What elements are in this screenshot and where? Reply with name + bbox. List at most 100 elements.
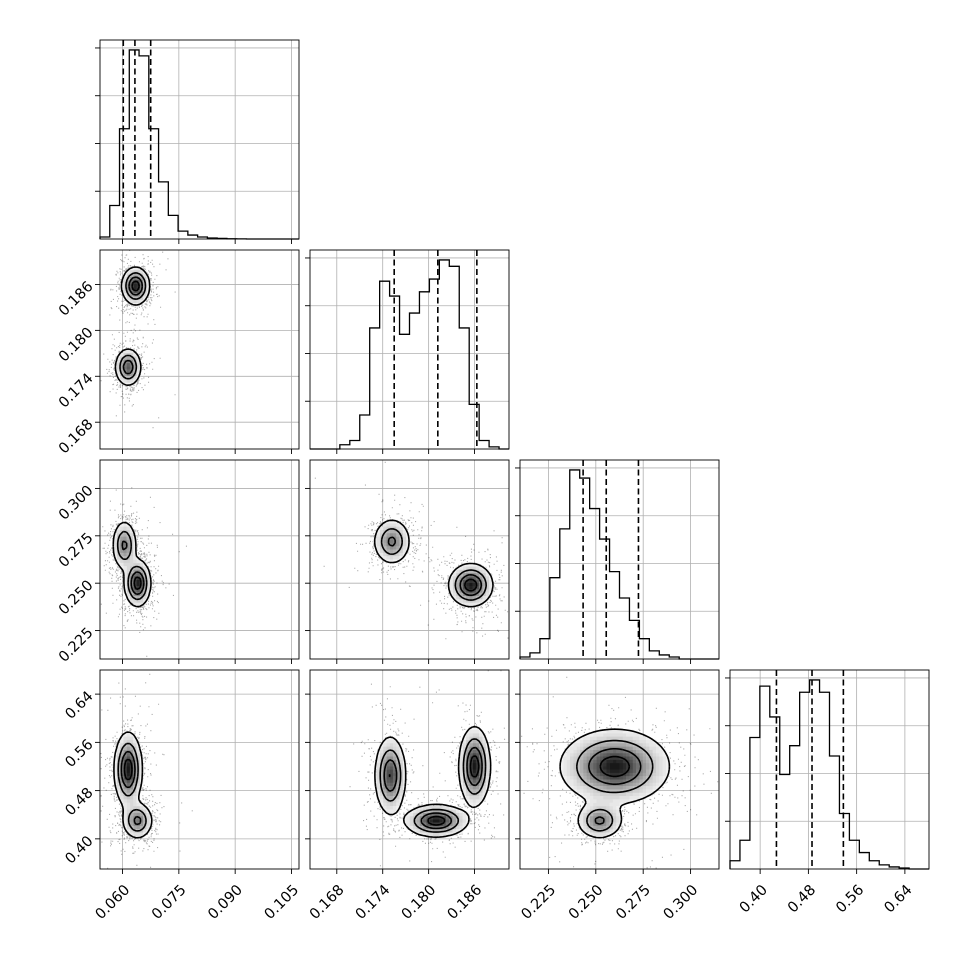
hist-panel-0 <box>95 39 300 244</box>
joint-frame-0-3 <box>99 669 300 870</box>
x-tick-label-0-2: 0.090 <box>205 882 246 923</box>
density-shade-2-3-26 <box>563 729 667 837</box>
density-shade-2-3-15 <box>586 746 644 827</box>
contour-1-3-level-0 <box>374 725 492 838</box>
histogram-1 <box>310 259 509 450</box>
joint-frame-0-2 <box>99 459 300 660</box>
x-tick-label-0-1: 0.075 <box>149 882 190 923</box>
y-tick-label-3-2: 0.56 <box>63 737 97 771</box>
y-tick-label-2-2: 0.275 <box>56 530 97 571</box>
density-shade-2-3-3 <box>602 762 627 777</box>
density-shade-2-3-0 <box>609 762 620 770</box>
density-shade-0-3-14 <box>123 746 147 830</box>
density-shade-0-1-8 <box>123 276 144 370</box>
density-shade-1-2-7 <box>462 586 480 593</box>
density-shade-1-2-2 <box>465 582 477 587</box>
joint-frame-1-3 <box>309 669 510 870</box>
contour-1-3-level-1 <box>379 738 487 833</box>
joint-panel-content-0-3 <box>100 670 299 869</box>
hist-frame-2 <box>519 459 720 660</box>
contour-0-1-level-3 <box>131 280 141 292</box>
contour-0-3-level-0 <box>113 731 153 839</box>
x-tick-label-2-1: 0.250 <box>566 882 607 923</box>
density-shade-0-2-0 <box>136 579 141 587</box>
histogram-2 <box>519 469 719 660</box>
density-shade-1-3-5 <box>426 759 480 827</box>
contour-0-3-level-2 <box>120 751 142 826</box>
density-shade-1-3-1 <box>472 759 477 774</box>
y-tick-label-2-3: 0.300 <box>56 483 97 524</box>
joint-panel-content-2-3 <box>520 670 719 869</box>
y-tick-label-3-1: 0.48 <box>63 785 97 819</box>
y-tick-label-1-0: 0.168 <box>56 417 97 458</box>
density-shade-0-3-1 <box>126 762 131 777</box>
joint-panel-content-1-3 <box>310 670 509 869</box>
density-shade-1-3-2 <box>429 819 443 823</box>
density-shade-1-2-19 <box>386 529 487 597</box>
y-tick-label-2-0: 0.225 <box>56 625 97 666</box>
density-shade-0-2-14 <box>119 536 147 597</box>
x-tick-label-3-3: 0.64 <box>882 882 916 916</box>
density-shade-0-1-0 <box>133 283 137 291</box>
contour-0-1-level-1 <box>119 272 147 380</box>
joint-frame-1-2 <box>309 459 510 660</box>
contour-0-1-level-2 <box>122 276 144 375</box>
joint-panel-0-2 <box>95 459 300 664</box>
hist-frame-0 <box>99 39 300 240</box>
joint-panel-content-0-2 <box>100 460 299 659</box>
density-shade-2-3-1 <box>606 759 624 774</box>
density-shade-2-3-16 <box>583 746 647 817</box>
x-tick-label-2-2: 0.275 <box>613 882 654 923</box>
density-shade-0-3-3 <box>123 766 134 774</box>
density-shade-0-2-22 <box>113 526 151 603</box>
density-shade-0-3-7 <box>136 819 141 823</box>
y-tick-label-1-2: 0.180 <box>56 325 97 366</box>
contour-0-2-level-2 <box>121 540 145 596</box>
y-tick-label-1-3: 0.186 <box>56 279 97 320</box>
joint-frame-2-3 <box>519 669 720 870</box>
joint-panel-1-2 <box>305 459 510 664</box>
y-tick-label-3-0: 0.40 <box>63 833 97 867</box>
y-tick-label-1-1: 0.174 <box>56 371 97 412</box>
x-tick-label-2-0: 0.225 <box>519 882 560 923</box>
density-shade-0-2-23 <box>113 523 151 607</box>
contour-0-3-level-3 <box>123 758 133 781</box>
density-shade-0-2-15 <box>139 569 147 580</box>
density-shade-1-3-25 <box>376 733 490 837</box>
density-shade-0-2-5 <box>136 589 141 593</box>
contour-2-3-level-3 <box>599 755 631 778</box>
x-tick-label-1-2: 0.180 <box>399 882 440 923</box>
density-shade-2-3-2 <box>602 759 627 774</box>
histogram-3 <box>729 679 929 870</box>
histogram-0 <box>99 49 299 240</box>
joint-frame-0-1 <box>99 249 300 450</box>
x-tick-label-3-2: 0.56 <box>833 882 867 916</box>
density-shade-1-2-16 <box>392 532 400 550</box>
contour-2-3-level-1 <box>576 739 654 832</box>
x-tick-label-3-0: 0.40 <box>737 882 771 916</box>
density-shade-2-3-12 <box>589 749 640 823</box>
x-tick-label-0-3: 0.105 <box>262 882 303 923</box>
density-shade-0-3-22 <box>113 733 154 840</box>
hist-panel-1 <box>305 249 510 454</box>
density-shade-0-3-20 <box>116 736 151 837</box>
hist-panel-3 <box>725 669 930 874</box>
density-shade-1-3-26 <box>376 729 490 837</box>
y-tick-label-3-3: 0.64 <box>63 688 97 722</box>
density-shade-2-3-8 <box>596 752 627 780</box>
density-shade-0-2-21 <box>116 526 151 603</box>
contour-2-3-level-0 <box>559 728 671 839</box>
x-tick-label-3-1: 0.48 <box>785 882 819 916</box>
hist-frame-3 <box>729 669 930 870</box>
contour-0-2-level-3 <box>133 576 142 591</box>
scatter-points-1-2 <box>314 461 509 640</box>
contour-0-2-level-0 <box>112 521 152 608</box>
density-shade-2-3-19 <box>579 742 650 817</box>
x-tick-label-0-0: 0.060 <box>93 882 134 923</box>
joint-panel-content-1-2 <box>310 460 509 659</box>
contour-1-2-level-2 <box>387 536 483 597</box>
density-shade-0-3-0 <box>126 766 131 774</box>
density-shade-1-3-23 <box>379 736 487 833</box>
density-shade-0-3-11 <box>119 749 144 827</box>
